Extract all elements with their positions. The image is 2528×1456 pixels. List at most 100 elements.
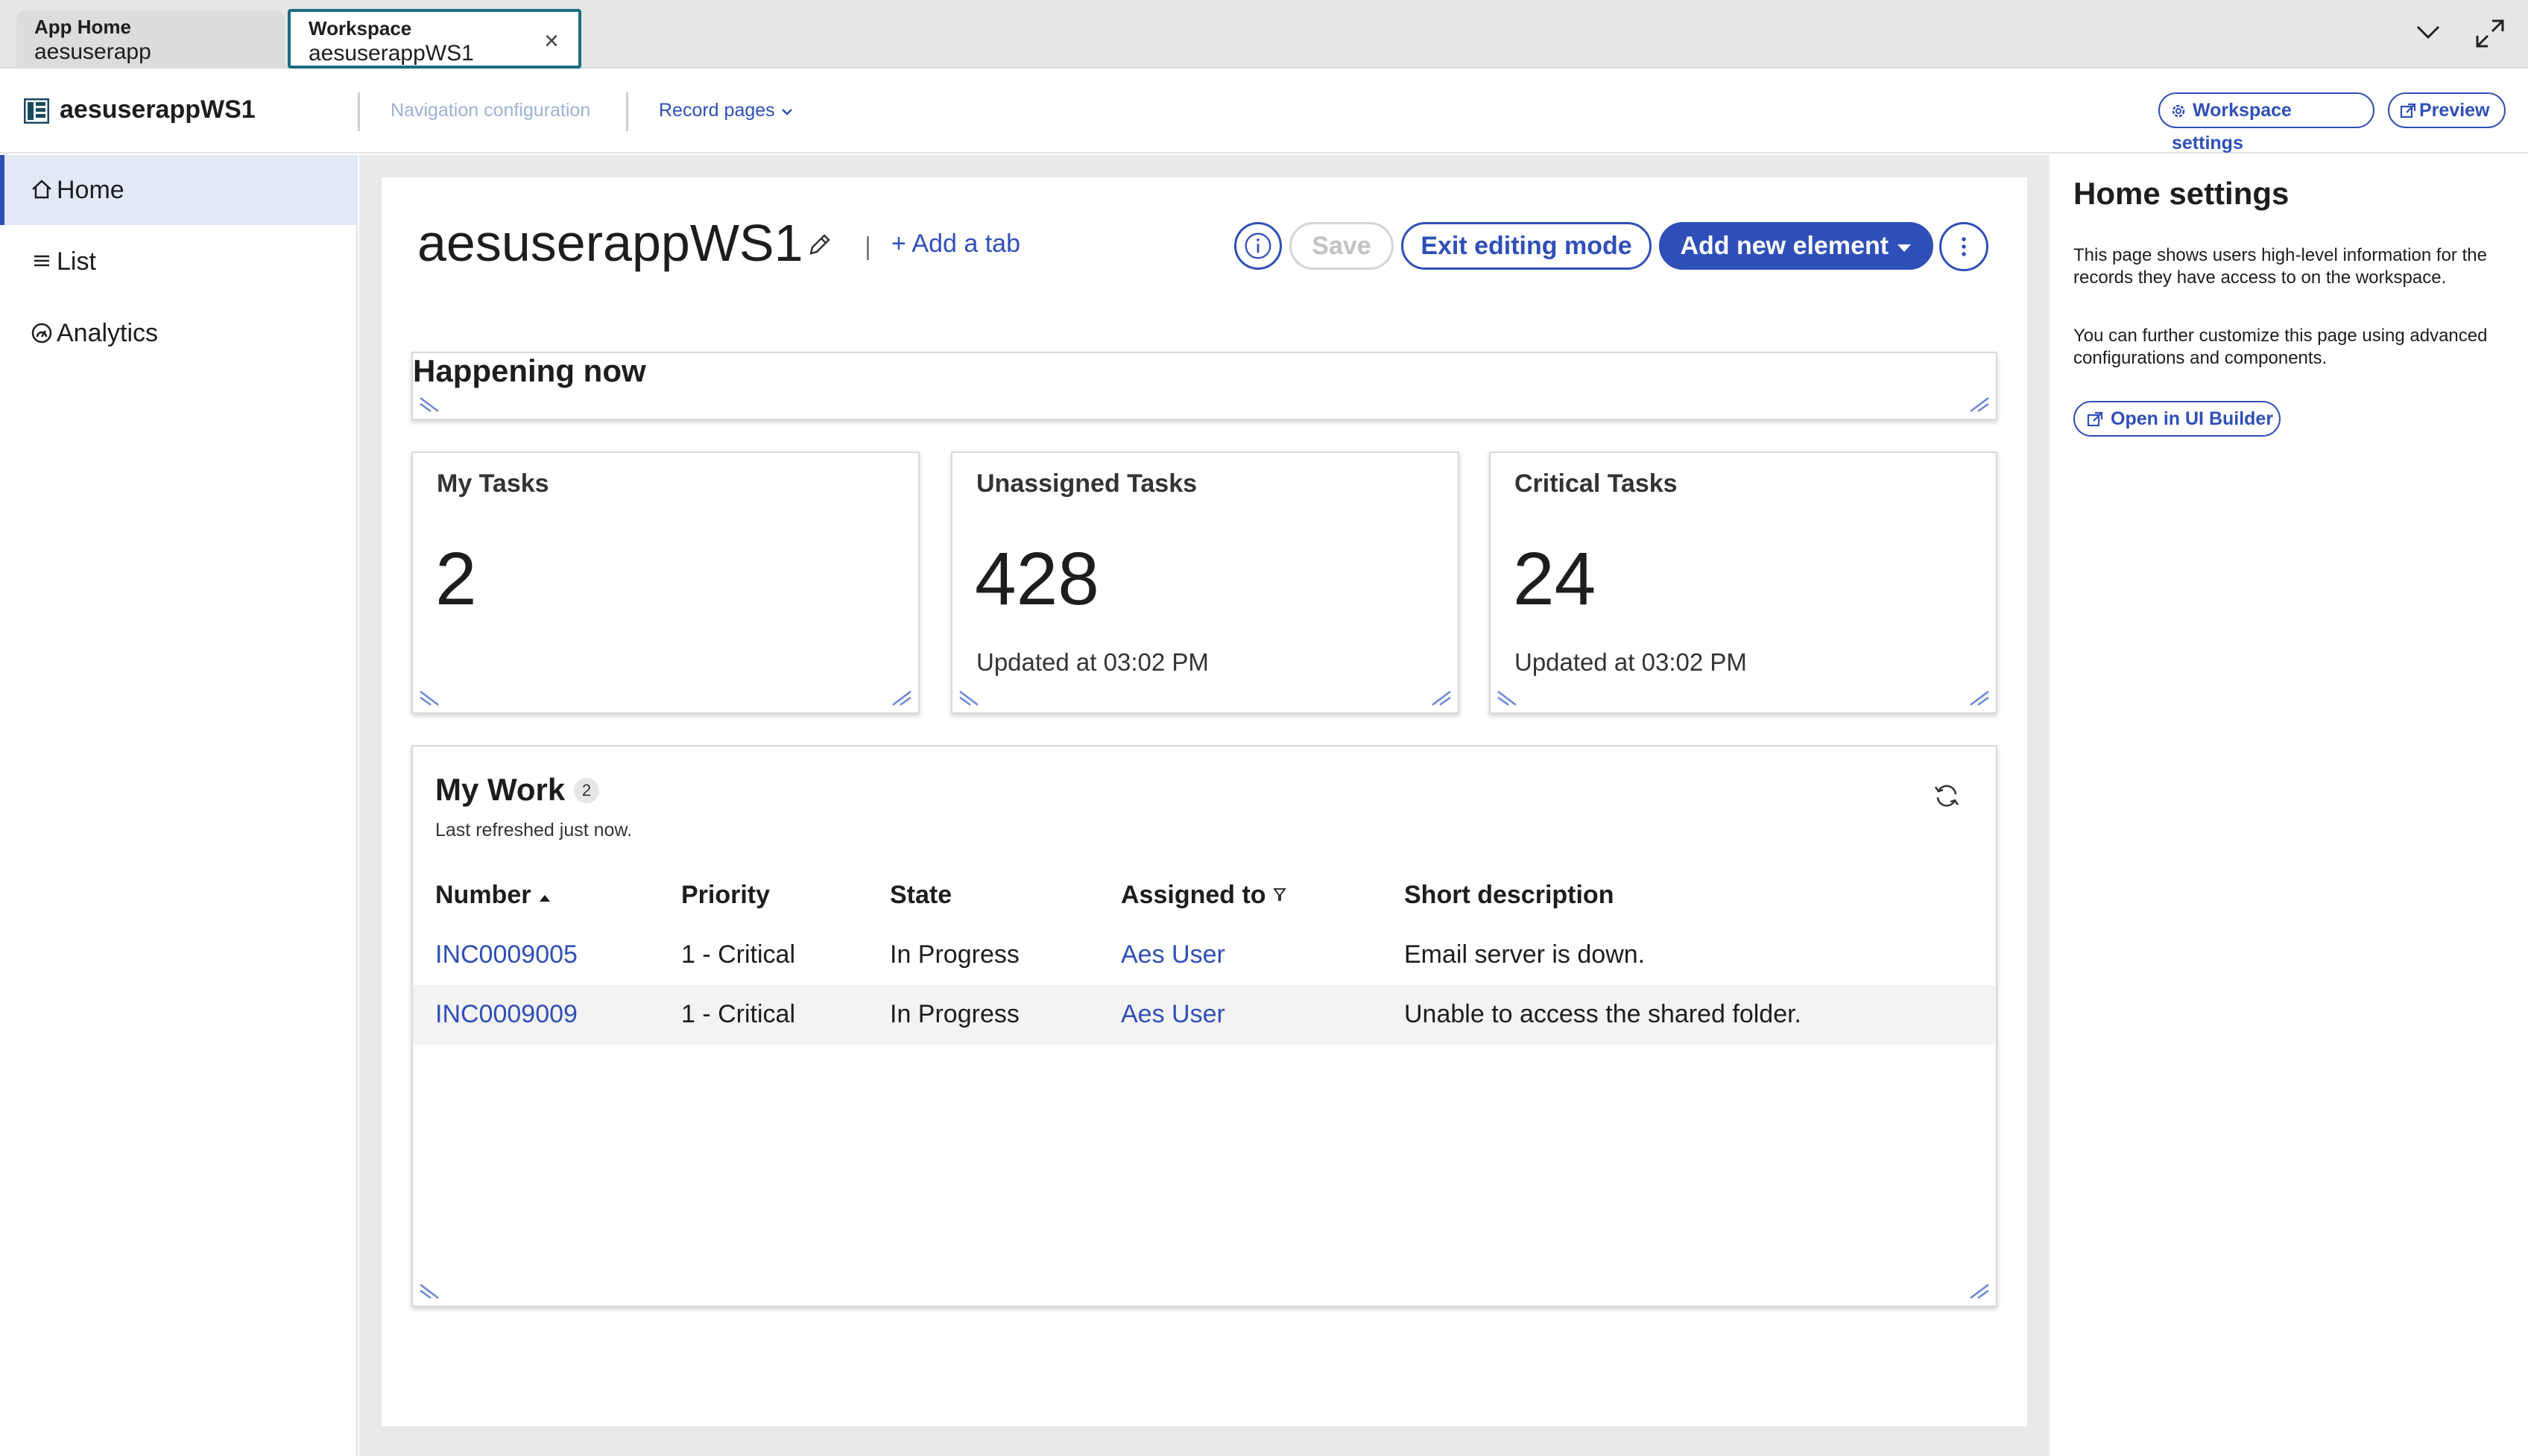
assigned-to-link[interactable]: Aes User: [1121, 1000, 1225, 1028]
my-tasks-card[interactable]: My Tasks 2: [411, 452, 920, 714]
column-header-short-description[interactable]: Short description: [1404, 881, 1614, 909]
column-header-number[interactable]: Number: [435, 881, 552, 910]
navigation-configuration-link[interactable]: Navigation configuration: [391, 100, 591, 121]
refresh-icon[interactable]: [1932, 781, 1962, 811]
state-cell: In Progress: [890, 940, 1020, 969]
last-refreshed-text: Last refreshed just now.: [435, 820, 633, 841]
filter-icon: [1273, 888, 1286, 901]
resize-handle-icon[interactable]: [1968, 1282, 1990, 1300]
resize-handle-icon[interactable]: [1429, 689, 1452, 706]
panel-title: Home settings: [2073, 176, 2290, 211]
top-bar: aesuserappWS1 Navigation configuration R…: [0, 70, 2528, 153]
caret-down-icon: [1897, 244, 1911, 252]
home-settings-panel: Home settings This page shows users high…: [2051, 155, 2528, 1456]
list-icon: [34, 255, 49, 267]
app-grid-icon: [24, 98, 49, 124]
resize-handle-icon[interactable]: [419, 395, 441, 413]
sidebar-item-label: Analytics: [57, 319, 159, 347]
resize-handle-icon[interactable]: [1968, 395, 1990, 413]
short-description-cell: Unable to access the shared folder.: [1404, 1000, 1801, 1028]
add-new-element-label: Add new element: [1680, 232, 1889, 260]
column-header-state[interactable]: State: [890, 881, 952, 909]
add-new-element-button[interactable]: Add new element: [1659, 222, 1933, 270]
card-value: 2: [435, 537, 477, 621]
chevron-down-icon: [781, 109, 792, 115]
workspace-settings-label: Workspace settings: [2172, 100, 2292, 153]
card-updated: Updated at 03:02 PM: [1514, 648, 1747, 676]
sort-ascending-icon: [539, 895, 550, 902]
external-link-icon: [2400, 103, 2416, 118]
resize-handle-icon[interactable]: [419, 689, 441, 706]
happening-now-section[interactable]: Happening now: [411, 352, 1997, 420]
sidebar-item-home[interactable]: Home: [0, 155, 358, 225]
resize-handle-icon[interactable]: [419, 1282, 441, 1300]
panel-description: This page shows users high-level informa…: [2073, 245, 2487, 288]
open-in-ui-builder-button[interactable]: Open in UI Builder: [2073, 401, 2281, 437]
exit-editing-mode-button[interactable]: Exit editing mode: [1401, 222, 1652, 270]
card-label: Unassigned Tasks: [976, 469, 1198, 498]
open-in-ui-builder-label: Open in UI Builder: [2111, 408, 2274, 429]
column-header-label: Number: [435, 881, 531, 909]
tab-workspace[interactable]: Workspace aesuserappWS1 ×: [288, 9, 581, 69]
table-row[interactable]: INC0009009 1 - Critical In Progress Aes …: [413, 985, 1996, 1045]
section-title: Happening now: [413, 353, 646, 388]
priority-cell: 1 - Critical: [681, 940, 796, 969]
close-icon[interactable]: ×: [544, 27, 559, 55]
card-value: 428: [975, 537, 1099, 621]
tab-app-home[interactable]: App Home aesuserapp: [16, 10, 285, 69]
sidebar: Home List Analytics: [0, 155, 358, 1456]
more-options-icon[interactable]: [1939, 222, 1988, 271]
save-button[interactable]: Save: [1289, 222, 1394, 270]
tab-subtitle: aesuserapp: [34, 39, 151, 64]
external-link-icon: [2087, 411, 2103, 427]
tab-title: Workspace: [309, 17, 412, 39]
column-header-priority[interactable]: Priority: [681, 881, 771, 909]
tab-strip: App Home aesuserapp Workspace aesuserapp…: [0, 0, 2528, 69]
preview-label: Preview: [2419, 100, 2490, 121]
assigned-to-link[interactable]: Aes User: [1121, 940, 1225, 969]
record-pages-label: Record pages: [659, 100, 775, 121]
title-separator: |: [865, 232, 871, 261]
chevron-down-icon[interactable]: [2413, 18, 2443, 48]
sidebar-item-list[interactable]: List: [0, 227, 358, 297]
priority-cell: 1 - Critical: [681, 1000, 796, 1028]
page-title: aesuserappWS1: [417, 214, 803, 272]
column-header-label: Assigned to: [1121, 881, 1266, 909]
resize-handle-icon[interactable]: [890, 689, 912, 706]
sidebar-item-analytics[interactable]: Analytics: [0, 298, 358, 368]
home-icon: [32, 180, 51, 199]
resize-handle-icon[interactable]: [958, 689, 981, 706]
info-icon[interactable]: [1234, 222, 1282, 270]
resize-handle-icon[interactable]: [1968, 689, 1990, 706]
divider: [626, 92, 628, 131]
resize-handle-icon[interactable]: [1497, 689, 1519, 706]
app-name: aesuserappWS1: [60, 95, 256, 124]
record-number-link[interactable]: INC0009005: [435, 940, 578, 969]
state-cell: In Progress: [890, 1000, 1020, 1028]
add-tab-button[interactable]: + Add a tab: [891, 230, 1020, 258]
panel-description: You can further customize this page usin…: [2073, 326, 2488, 368]
critical-tasks-card[interactable]: Critical Tasks 24 Updated at 03:02 PM: [1489, 452, 1997, 714]
my-work-title: My Work: [435, 772, 566, 807]
record-pages-dropdown[interactable]: Record pages: [659, 100, 794, 121]
my-work-card[interactable]: My Work 2 Last refreshed just now. Numbe…: [411, 745, 1997, 1307]
short-description-cell: Email server is down.: [1404, 940, 1646, 969]
preview-button[interactable]: Preview: [2388, 92, 2506, 128]
column-header-assigned-to[interactable]: Assigned to: [1121, 881, 1286, 910]
table-row[interactable]: INC0009005 1 - Critical In Progress Aes …: [413, 925, 1996, 985]
pencil-icon[interactable]: [806, 231, 833, 258]
record-number-link[interactable]: INC0009009: [435, 1000, 578, 1028]
gear-icon: [2172, 104, 2185, 118]
tab-subtitle: aesuserappWS1: [309, 41, 474, 66]
card-label: Critical Tasks: [1514, 469, 1678, 498]
divider: [358, 92, 360, 131]
analytics-icon: [31, 323, 52, 344]
tab-title: App Home: [34, 16, 131, 38]
card-updated: Updated at 03:02 PM: [976, 648, 1209, 676]
sidebar-item-label: Home: [57, 176, 124, 204]
card-value: 24: [1513, 537, 1596, 621]
workspace-settings-button[interactable]: Workspace settings: [2158, 92, 2374, 153]
count-badge: 2: [574, 778, 599, 803]
expand-icon[interactable]: [2473, 16, 2507, 51]
unassigned-tasks-card[interactable]: Unassigned Tasks 428 Updated at 03:02 PM: [951, 452, 1459, 714]
